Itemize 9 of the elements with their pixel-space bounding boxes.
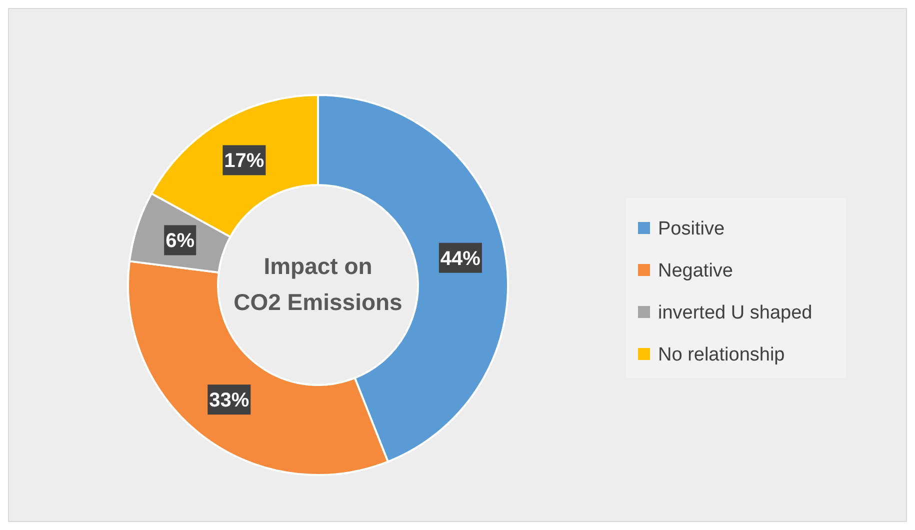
data-label: 33% — [209, 390, 250, 412]
legend-label: Negative — [658, 260, 733, 282]
data-label: 17% — [224, 150, 264, 172]
legend-label: Positive — [658, 218, 725, 240]
text: Impact on CO2 Emissions — [234, 253, 402, 315]
data-label: 44% — [440, 248, 481, 270]
data-label: 6% — [166, 230, 195, 252]
legend-label: No relationship — [658, 344, 785, 366]
legend-label: inverted U shaped — [658, 302, 812, 324]
